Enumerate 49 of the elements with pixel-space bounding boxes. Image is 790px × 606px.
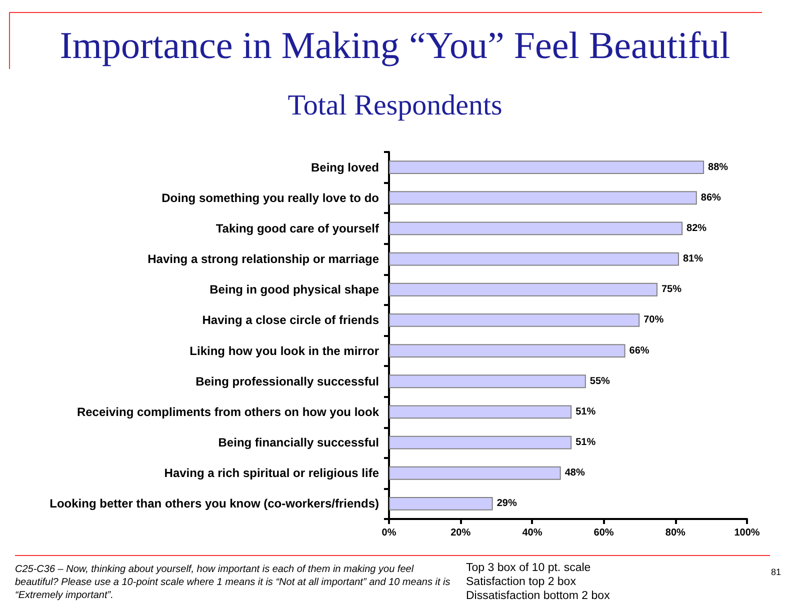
x-tick-label: 40% bbox=[522, 528, 542, 538]
text: Dissatisfaction bottom 2 box bbox=[466, 589, 610, 603]
y-tick-label: Taking good care of yourself bbox=[216, 221, 380, 236]
y-tick-label: Receiving compliments from others on how you look bbox=[76, 404, 380, 419]
x-tick-label: 60% bbox=[594, 528, 614, 538]
data-label: 66% bbox=[629, 345, 650, 356]
bar bbox=[389, 405, 572, 419]
data-label: 55% bbox=[590, 376, 610, 387]
chart-title: Importance in Making “You” Feel Beautiful bbox=[60, 25, 730, 67]
y-tick-label: Being professionally successful bbox=[196, 374, 379, 388]
x-tick-label: 80% bbox=[665, 528, 686, 538]
x-tick-label: 100% bbox=[734, 528, 760, 538]
bar bbox=[389, 191, 697, 205]
data-label: 70% bbox=[644, 314, 664, 326]
bar bbox=[389, 222, 683, 236]
bar bbox=[389, 436, 572, 450]
y-tick-label: Doing something you really love to do bbox=[162, 190, 379, 205]
y-tick-label: Having a close circle of friends bbox=[202, 313, 380, 328]
chart-subtitle: Total Respondents bbox=[288, 90, 502, 122]
bar bbox=[389, 313, 640, 327]
data-label: 51% bbox=[576, 437, 596, 448]
bar bbox=[389, 374, 586, 388]
y-tick-label: Having a rich spiritual or religious life bbox=[164, 466, 380, 480]
data-label: 86% bbox=[700, 192, 722, 204]
y-tick-label: Being financially successful bbox=[218, 436, 379, 450]
x-tick-label: 20% bbox=[450, 528, 471, 538]
text: Top 3 box of 10 pt. scale bbox=[466, 561, 591, 575]
x-tick-label: 0% bbox=[382, 528, 396, 538]
y-tick-label: Being in good physical shape bbox=[210, 282, 380, 297]
text: 81 bbox=[771, 567, 782, 577]
data-label: 29% bbox=[496, 498, 517, 510]
y-tick-label: Liking how you look in the mirror bbox=[190, 344, 380, 358]
data-label: 82% bbox=[686, 222, 707, 234]
text: Satisfaction top 2 box bbox=[466, 575, 576, 589]
bar bbox=[389, 466, 561, 480]
bar bbox=[389, 252, 679, 266]
bar bbox=[389, 282, 658, 296]
bar bbox=[389, 344, 626, 358]
text: C25-C36 – Now, thinking about yourself, how important is each of them in making you feel beautiful? Please use a 10-point scale where 1 means it is “Not at all important” and 10 means it is “Extremely important”. bbox=[15, 563, 452, 602]
data-label: 51% bbox=[576, 406, 596, 418]
data-label: 81% bbox=[682, 254, 704, 265]
y-tick-label: Looking better than others you know (co-workers/friends) bbox=[50, 496, 379, 511]
y-tick-label: Being loved bbox=[310, 160, 379, 174]
bar bbox=[389, 496, 493, 510]
data-label: 75% bbox=[662, 284, 682, 296]
bar bbox=[389, 160, 704, 174]
data-label: 88% bbox=[708, 162, 728, 173]
data-label: 48% bbox=[564, 468, 585, 479]
y-tick-label: Having a strong relationship or marriage bbox=[148, 252, 380, 266]
